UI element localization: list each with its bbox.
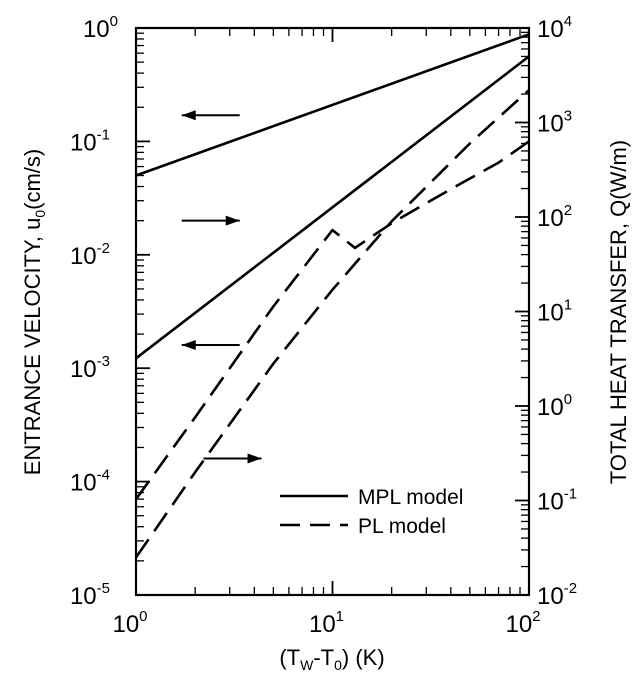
y-right-tick-label: 101: [537, 297, 572, 327]
x-tick-label: 101: [309, 608, 344, 638]
y-left-tick-label: 10-1: [70, 126, 110, 156]
y-left-tick-label: 10-2: [70, 240, 110, 270]
y-left-tick-label: 10-4: [70, 467, 110, 497]
pl-heat-transfer-line: [134, 89, 530, 559]
arrow-layer: [181, 110, 262, 464]
y-axis-label-right: TOTAL HEAT TRANSFER, Q(W/m): [606, 140, 631, 484]
y-left-tick-label: 10-5: [70, 580, 110, 610]
series-layer: [134, 33, 530, 559]
mpl-heat-transfer-line: [135, 55, 530, 360]
y-right-tick-label: 102: [537, 202, 572, 232]
pl-velocity-line: [134, 140, 530, 500]
axis-pointer-arrow-head: [225, 215, 240, 226]
major-ticks: [135, 27, 530, 596]
y-right-tick-label: 104: [537, 13, 572, 43]
y-left-tick-label: 100: [83, 13, 118, 43]
x-axis-label: (TW-T0) (K): [279, 645, 384, 673]
y-right-tick-label: 10-2: [537, 580, 577, 610]
axis-pointer-arrow-head: [247, 453, 262, 464]
x-tick-label: 100: [112, 608, 147, 638]
legend: MPL model PL model: [280, 486, 463, 538]
legend-label-mpl: MPL model: [358, 486, 463, 509]
mpl-velocity-line: [135, 33, 530, 177]
y-right-tick-label: 10-1: [537, 486, 577, 516]
y-left-tick-label: 10-3: [70, 353, 110, 383]
y-axis-label-left: ENTRANCE VELOCITY, u0(cm/s): [20, 149, 48, 475]
minor-ticks: [136, 28, 529, 595]
x-tick-label: 102: [505, 608, 540, 638]
legend-label-pl: PL model: [358, 515, 446, 538]
y-right-tick-label: 100: [537, 391, 572, 421]
axis-pointer-arrow-head: [181, 340, 196, 351]
tick-labels: 100 101 102 100 10-1 10-2 10-3 10-4 10-5 104 103 10…: [70, 13, 577, 638]
y-right-tick-label: 103: [537, 108, 572, 138]
axis-pointer-arrow-head: [181, 110, 196, 121]
